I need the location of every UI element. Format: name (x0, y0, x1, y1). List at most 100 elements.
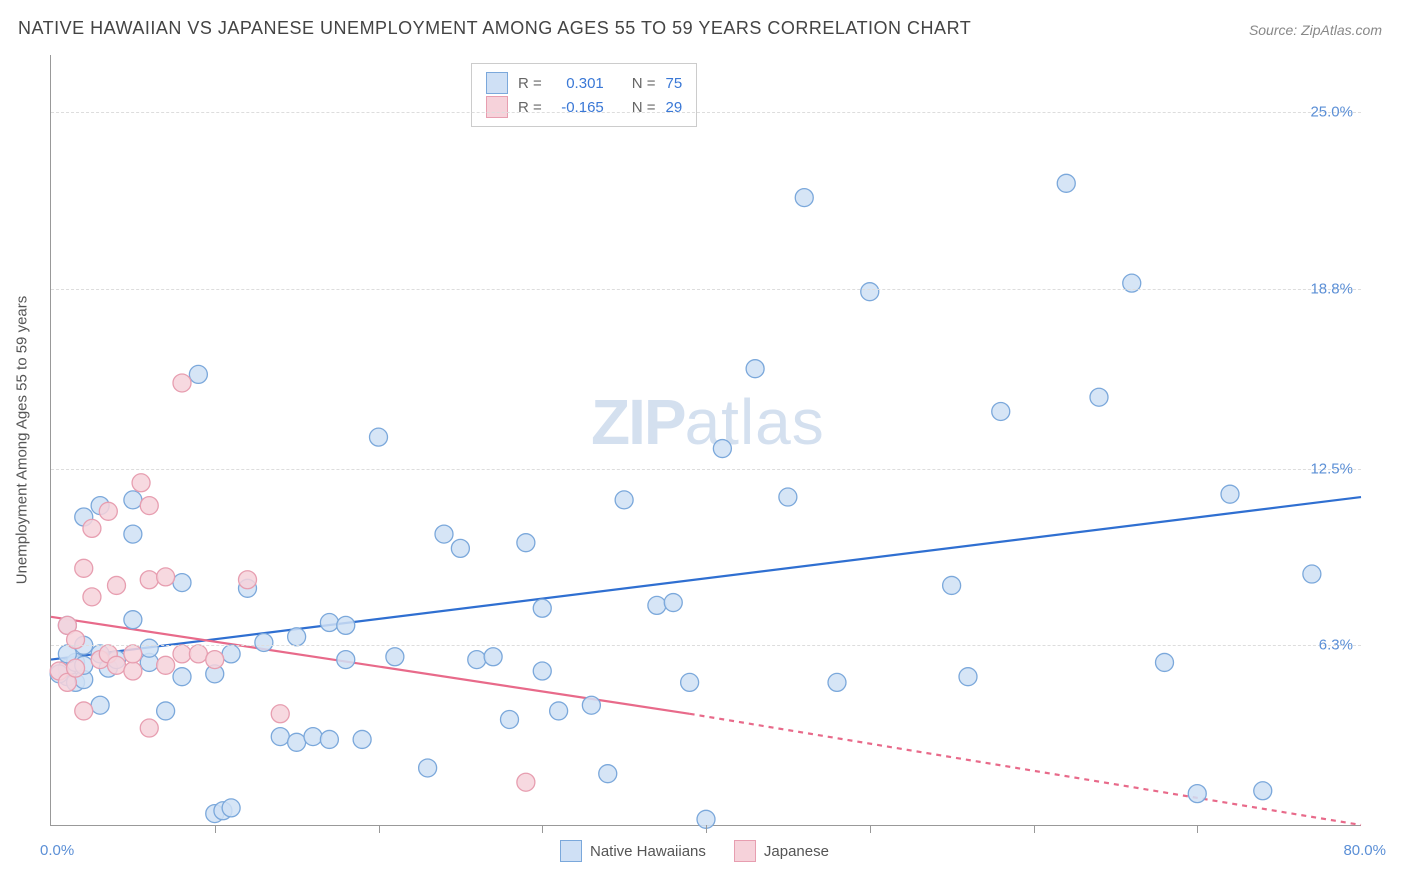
r-label: R = (518, 75, 542, 92)
japanese-point (140, 497, 158, 515)
hawaiian-point (664, 594, 682, 612)
hawaiian-point (320, 614, 338, 632)
x-tick (542, 825, 543, 833)
hawaiian-point (615, 491, 633, 509)
hawaiian-point (419, 759, 437, 777)
r-value-hawaiian: 0.301 (552, 75, 604, 92)
japanese-point (99, 502, 117, 520)
x-tick (1197, 825, 1198, 833)
legend-label-hawaiian: Native Hawaiians (590, 843, 706, 860)
japanese-point (83, 519, 101, 537)
japanese-point (83, 588, 101, 606)
japanese-point (157, 568, 175, 586)
hawaiian-point (1090, 388, 1108, 406)
chart-title: NATIVE HAWAIIAN VS JAPANESE UNEMPLOYMENT… (18, 18, 971, 39)
japanese-point (189, 645, 207, 663)
plot-area: ZIPatlas R = 0.301 N = 75 R = -0.165 N =… (50, 55, 1361, 826)
source-attribution: Source: ZipAtlas.com (1249, 22, 1382, 38)
hawaiian-point (337, 616, 355, 634)
hawaiian-point (370, 428, 388, 446)
hawaiian-point (681, 673, 699, 691)
japanese-point (206, 651, 224, 669)
japanese-point (173, 374, 191, 392)
hawaiian-point (222, 799, 240, 817)
hawaiian-point (943, 576, 961, 594)
hawaiian-point (124, 491, 142, 509)
hawaiian-point (959, 668, 977, 686)
hawaiian-point (468, 651, 486, 669)
hawaiian-point (501, 710, 519, 728)
hawaiian-point (1254, 782, 1272, 800)
scatter-points-layer (51, 55, 1361, 825)
hawaiian-point (222, 645, 240, 663)
hawaiian-point (173, 668, 191, 686)
hawaiian-point (746, 360, 764, 378)
legend-label-japanese: Japanese (764, 843, 829, 860)
hawaiian-point (288, 628, 306, 646)
hawaiian-point (173, 574, 191, 592)
hawaiian-point (599, 765, 617, 783)
hawaiian-point (1057, 174, 1075, 192)
hawaiian-point (386, 648, 404, 666)
hawaiian-point (451, 539, 469, 557)
hawaiian-point (992, 402, 1010, 420)
hawaiian-point (140, 639, 158, 657)
hawaiian-point (582, 696, 600, 714)
japanese-point (173, 645, 191, 663)
y-tick-label: 6.3% (1319, 637, 1353, 654)
japanese-point (75, 702, 93, 720)
hawaiian-point (320, 730, 338, 748)
japanese-point (517, 773, 535, 791)
hawaiian-point (533, 599, 551, 617)
hawaiian-point (828, 673, 846, 691)
gridline (51, 645, 1361, 646)
y-tick-label: 12.5% (1310, 460, 1353, 477)
japanese-point (157, 656, 175, 674)
legend-item-japanese: Japanese (734, 840, 829, 862)
x-tick (870, 825, 871, 833)
swatch-hawaiian (486, 72, 508, 94)
hawaiian-point (157, 702, 175, 720)
hawaiian-point (861, 283, 879, 301)
japanese-point (271, 705, 289, 723)
hawaiian-point (484, 648, 502, 666)
gridline (51, 469, 1361, 470)
hawaiian-point (795, 189, 813, 207)
japanese-point (239, 571, 257, 589)
swatch-japanese (486, 96, 508, 118)
swatch-japanese-bottom (734, 840, 756, 862)
hawaiian-point (517, 534, 535, 552)
x-tick (215, 825, 216, 833)
japanese-point (124, 662, 142, 680)
n-label: N = (632, 75, 656, 92)
japanese-point (124, 645, 142, 663)
legend-row-japanese: R = -0.165 N = 29 (486, 96, 682, 118)
hawaiian-point (1156, 653, 1174, 671)
hawaiian-point (1188, 785, 1206, 803)
hawaiian-point (91, 696, 109, 714)
hawaiian-point (124, 611, 142, 629)
japanese-point (75, 559, 93, 577)
japanese-point (108, 576, 126, 594)
japanese-point (140, 719, 158, 737)
legend-item-hawaiian: Native Hawaiians (560, 840, 706, 862)
japanese-point (140, 571, 158, 589)
swatch-hawaiian-bottom (560, 840, 582, 862)
japanese-point (132, 474, 150, 492)
y-axis-label: Unemployment Among Ages 55 to 59 years (14, 296, 31, 585)
hawaiian-point (779, 488, 797, 506)
legend-row-hawaiian: R = 0.301 N = 75 (486, 72, 682, 94)
gridline (51, 112, 1361, 113)
y-tick-label: 18.8% (1310, 280, 1353, 297)
gridline (51, 289, 1361, 290)
hawaiian-point (271, 728, 289, 746)
hawaiian-point (189, 365, 207, 383)
hawaiian-point (288, 733, 306, 751)
hawaiian-point (255, 633, 273, 651)
japanese-point (108, 656, 126, 674)
hawaiian-point (1221, 485, 1239, 503)
japanese-point (67, 659, 85, 677)
hawaiian-point (648, 596, 666, 614)
hawaiian-point (435, 525, 453, 543)
hawaiian-point (304, 728, 322, 746)
